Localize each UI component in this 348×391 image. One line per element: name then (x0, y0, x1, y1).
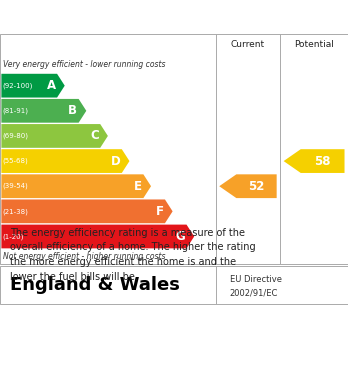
Polygon shape (1, 149, 129, 173)
Text: D: D (111, 154, 120, 168)
Polygon shape (1, 199, 173, 223)
Text: (21-38): (21-38) (3, 208, 29, 215)
Text: 58: 58 (314, 154, 331, 168)
Polygon shape (1, 99, 86, 123)
Text: Current: Current (231, 40, 265, 49)
Polygon shape (1, 124, 108, 148)
Text: (55-68): (55-68) (3, 158, 29, 164)
Text: The energy efficiency rating is a measure of the
overall efficiency of a home. T: The energy efficiency rating is a measur… (10, 228, 256, 282)
Text: England & Wales: England & Wales (10, 276, 180, 294)
Polygon shape (219, 174, 277, 198)
Text: (69-80): (69-80) (3, 133, 29, 139)
Polygon shape (1, 224, 194, 248)
Text: 52: 52 (248, 180, 265, 193)
Text: EU Directive: EU Directive (230, 275, 282, 284)
Text: Very energy efficient - lower running costs: Very energy efficient - lower running co… (3, 60, 166, 69)
Polygon shape (284, 149, 345, 173)
Text: G: G (175, 230, 185, 243)
Text: C: C (90, 129, 99, 142)
Text: Energy Efficiency Rating: Energy Efficiency Rating (10, 9, 220, 23)
Text: A: A (47, 79, 56, 92)
Text: (1-20): (1-20) (3, 233, 24, 240)
Text: (39-54): (39-54) (3, 183, 29, 190)
Text: (81-91): (81-91) (3, 108, 29, 114)
Text: E: E (134, 180, 142, 193)
Text: Potential: Potential (294, 40, 334, 49)
Text: B: B (68, 104, 77, 117)
Text: Not energy efficient - higher running costs: Not energy efficient - higher running co… (3, 252, 166, 261)
Polygon shape (1, 174, 151, 198)
Polygon shape (1, 74, 65, 97)
Text: F: F (156, 205, 164, 218)
Text: 2002/91/EC: 2002/91/EC (230, 289, 278, 298)
Text: (92-100): (92-100) (3, 83, 33, 89)
